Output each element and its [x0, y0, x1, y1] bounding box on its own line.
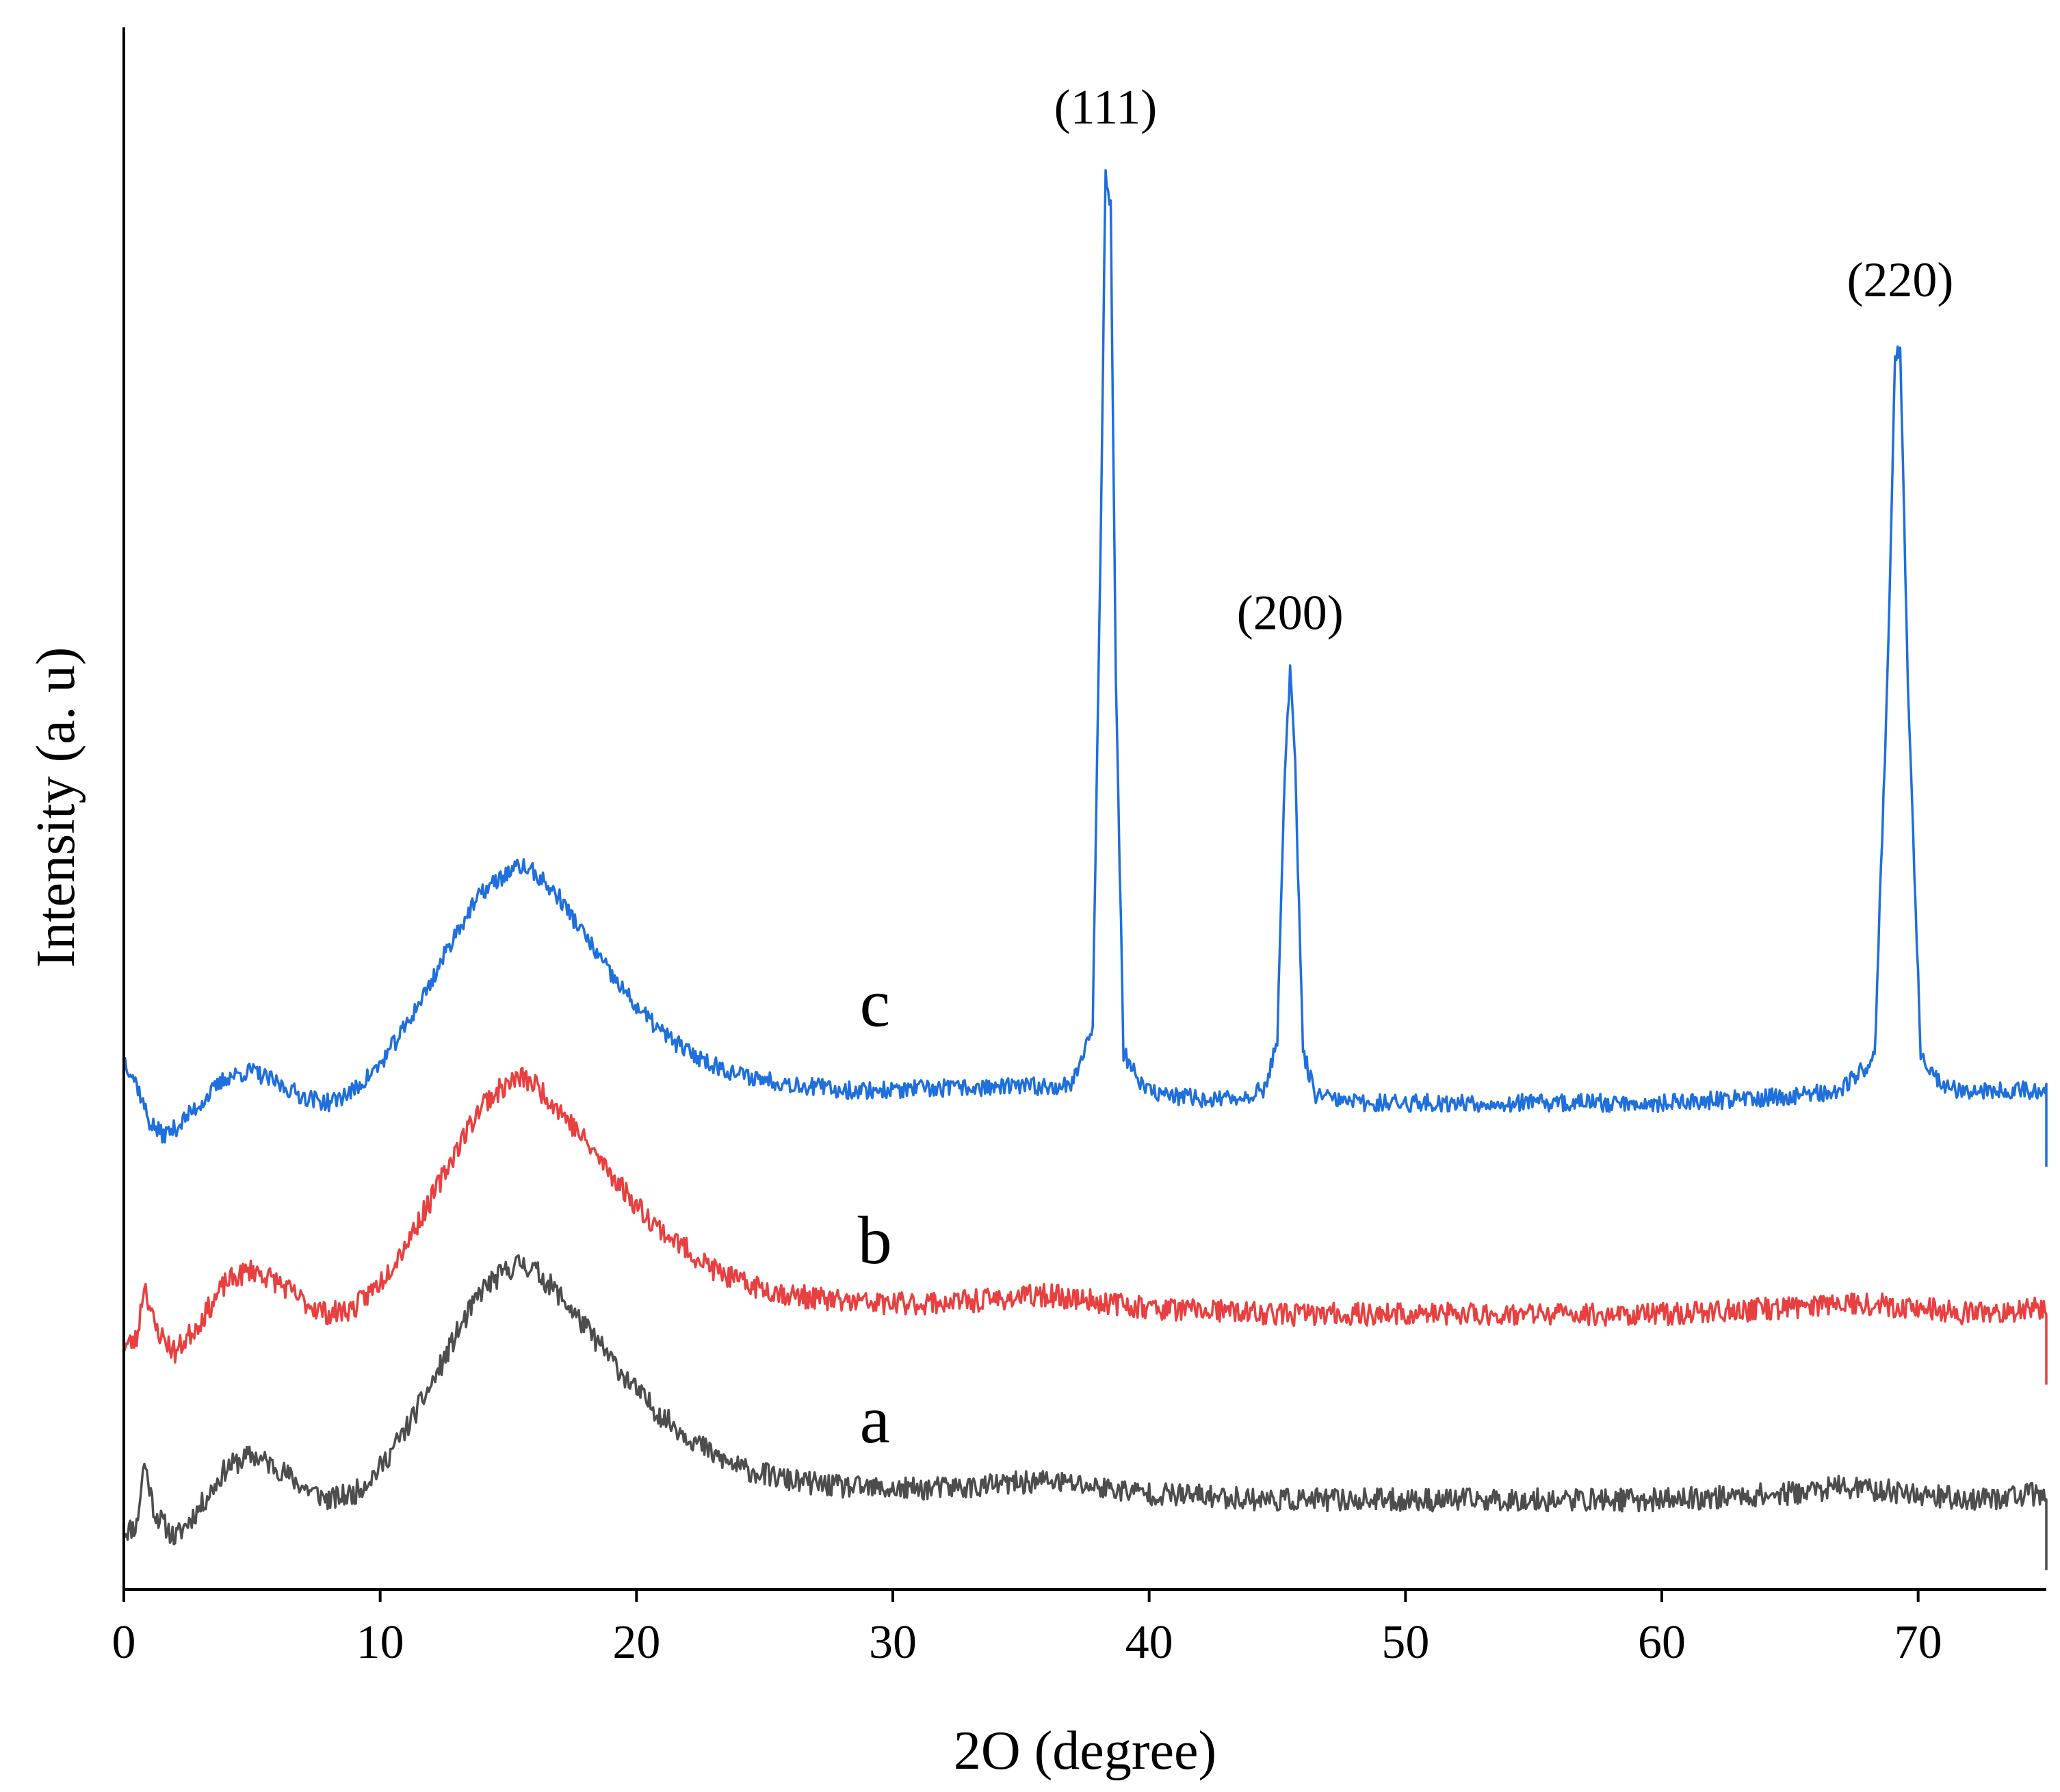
x-tick-label: 50 [1381, 1616, 1429, 1669]
x-tick-label: 40 [1125, 1616, 1173, 1669]
x-axis-ticks: 0 10 20 30 40 50 60 70 [112, 1589, 1942, 1669]
series-b-trace [122, 1067, 2048, 1385]
trace-layer [122, 169, 2048, 1570]
x-axis-title: 2O (degree) [954, 1721, 1216, 1781]
plot-frame [122, 27, 2046, 1591]
peak-label: (111) [1054, 79, 1158, 134]
series-c-trace [122, 169, 2048, 1167]
x-tick-label: 20 [612, 1616, 660, 1669]
peak-label: (220) [1847, 252, 1953, 307]
x-tick-label: 70 [1894, 1616, 1942, 1669]
y-axis-title: Intensity (a. u) [26, 647, 86, 968]
series-label-a: a [860, 1381, 890, 1457]
x-tick-label: 10 [356, 1616, 404, 1669]
label-layer: a b c (111) (200) (220) [858, 79, 1954, 1457]
series-a-trace [122, 1254, 2048, 1570]
x-tick-label: 0 [112, 1616, 136, 1669]
series-label-b: b [858, 1202, 892, 1278]
peak-label: (200) [1237, 586, 1344, 640]
axes: 0 10 20 30 40 50 60 70 [112, 27, 2046, 1669]
x-tick-label: 60 [1638, 1616, 1686, 1669]
series-label-c: c [860, 965, 890, 1041]
x-tick-label: 30 [869, 1616, 917, 1669]
